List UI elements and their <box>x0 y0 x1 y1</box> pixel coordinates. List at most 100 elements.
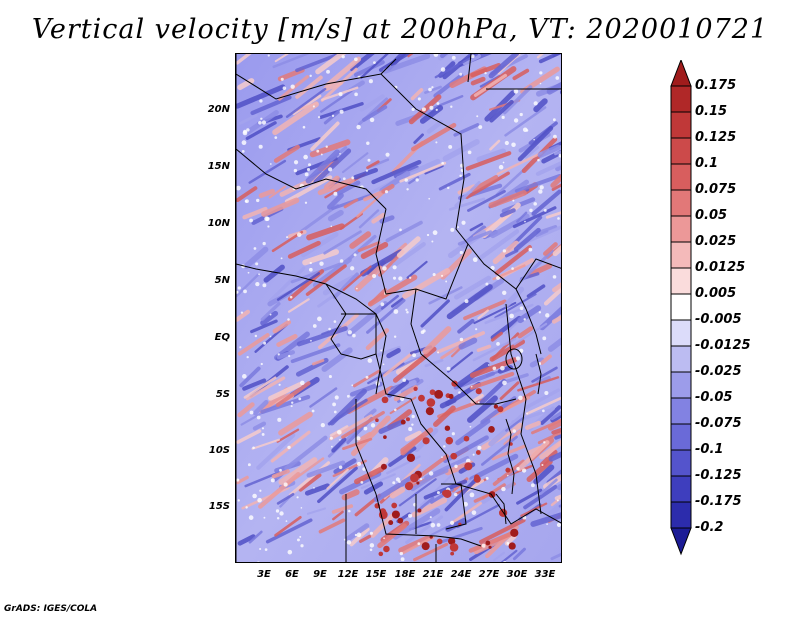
velocity-cell <box>509 442 513 446</box>
colorbar <box>670 60 692 556</box>
velocity-speckle <box>445 280 448 283</box>
velocity-streak <box>357 241 381 253</box>
velocity-speckle <box>392 265 397 270</box>
velocity-speckle <box>348 509 351 513</box>
velocity-streak <box>258 188 275 198</box>
velocity-streak <box>454 181 481 208</box>
velocity-speckle <box>256 415 261 420</box>
velocity-streak <box>272 54 310 69</box>
velocity-streak <box>306 460 346 478</box>
velocity-streak <box>526 263 553 278</box>
velocity-streak <box>398 535 430 553</box>
velocity-speckle <box>331 445 333 448</box>
velocity-cell <box>463 435 470 442</box>
velocity-streak <box>341 489 360 501</box>
velocity-streak <box>446 284 493 320</box>
velocity-speckle <box>257 561 260 562</box>
velocity-streak <box>325 56 362 88</box>
velocity-cell <box>378 551 384 557</box>
velocity-speckle <box>399 551 404 556</box>
velocity-streak <box>526 284 546 298</box>
velocity-speckle <box>436 523 441 527</box>
lon-label-9e: 9E <box>313 569 327 580</box>
velocity-streak <box>256 433 296 470</box>
velocity-speckle <box>512 199 515 202</box>
velocity-speckle <box>431 86 434 89</box>
velocity-speckle <box>461 220 466 225</box>
velocity-streak <box>296 326 348 347</box>
velocity-streak <box>422 326 452 355</box>
velocity-streak <box>265 518 313 544</box>
velocity-streak <box>354 60 385 77</box>
colorbar-box <box>670 241 692 269</box>
velocity-speckle <box>339 109 344 114</box>
velocity-speckle <box>313 487 315 489</box>
velocity-speckle <box>384 190 389 194</box>
velocity-streak <box>523 485 558 510</box>
velocity-streak <box>310 121 340 151</box>
velocity-speckle <box>287 549 293 555</box>
velocity-streak <box>378 419 405 434</box>
velocity-streak <box>545 440 561 458</box>
lon-label-33e: 33E <box>534 569 556 580</box>
velocity-speckle <box>264 548 268 551</box>
velocity-streak <box>431 95 464 110</box>
velocity-speckle <box>290 84 295 89</box>
velocity-speckle <box>429 516 432 519</box>
velocity-streak <box>251 438 280 450</box>
velocity-speckle <box>459 174 462 178</box>
velocity-speckle <box>502 380 507 386</box>
velocity-streak <box>349 231 372 249</box>
velocity-cell <box>434 389 444 399</box>
velocity-speckle <box>363 426 368 431</box>
velocity-speckle <box>395 477 400 482</box>
velocity-speckle <box>351 176 355 180</box>
velocity-speckle <box>352 333 356 338</box>
colorbar-box <box>670 137 692 165</box>
velocity-streak <box>470 393 484 404</box>
velocity-speckle <box>326 69 330 74</box>
velocity-streak <box>365 328 390 351</box>
velocity-streak <box>523 388 561 410</box>
velocity-speckle <box>270 478 275 483</box>
velocity-speckle <box>246 355 249 359</box>
velocity-speckle <box>346 540 352 545</box>
velocity-speckle <box>502 161 505 164</box>
colorbar-label: -0.075 <box>695 416 742 431</box>
velocity-speckle <box>477 401 480 404</box>
velocity-speckle <box>247 463 251 467</box>
velocity-streak <box>290 343 341 364</box>
velocity-streak <box>430 468 449 479</box>
velocity-speckle <box>357 461 362 466</box>
velocity-speckle <box>398 276 403 281</box>
velocity-streak <box>476 148 507 163</box>
velocity-cell <box>474 474 480 480</box>
velocity-streak <box>531 189 561 216</box>
velocity-streak <box>362 105 388 122</box>
velocity-streak <box>317 177 355 196</box>
velocity-speckle <box>498 164 504 170</box>
velocity-streak <box>420 299 450 328</box>
velocity-speckle <box>343 538 347 541</box>
velocity-speckle <box>365 169 369 172</box>
velocity-speckle <box>476 115 479 118</box>
velocity-speckle <box>258 144 263 149</box>
velocity-streak <box>489 99 514 123</box>
velocity-streak <box>268 382 303 401</box>
velocity-speckle <box>316 149 320 153</box>
velocity-speckle <box>485 282 489 286</box>
velocity-streak <box>284 435 328 471</box>
velocity-speckle <box>411 107 415 112</box>
velocity-streak <box>400 427 434 453</box>
velocity-speckle <box>408 513 413 518</box>
velocity-streak <box>271 469 290 479</box>
velocity-streak <box>457 230 493 246</box>
velocity-streak <box>548 451 561 462</box>
velocity-speckle <box>459 337 464 342</box>
colorbar-label: -0.025 <box>695 364 742 379</box>
velocity-streak <box>331 437 347 453</box>
velocity-streak <box>236 84 286 109</box>
velocity-speckle <box>333 191 338 196</box>
velocity-streak <box>517 376 560 392</box>
lon-label-18e: 18E <box>394 569 416 580</box>
